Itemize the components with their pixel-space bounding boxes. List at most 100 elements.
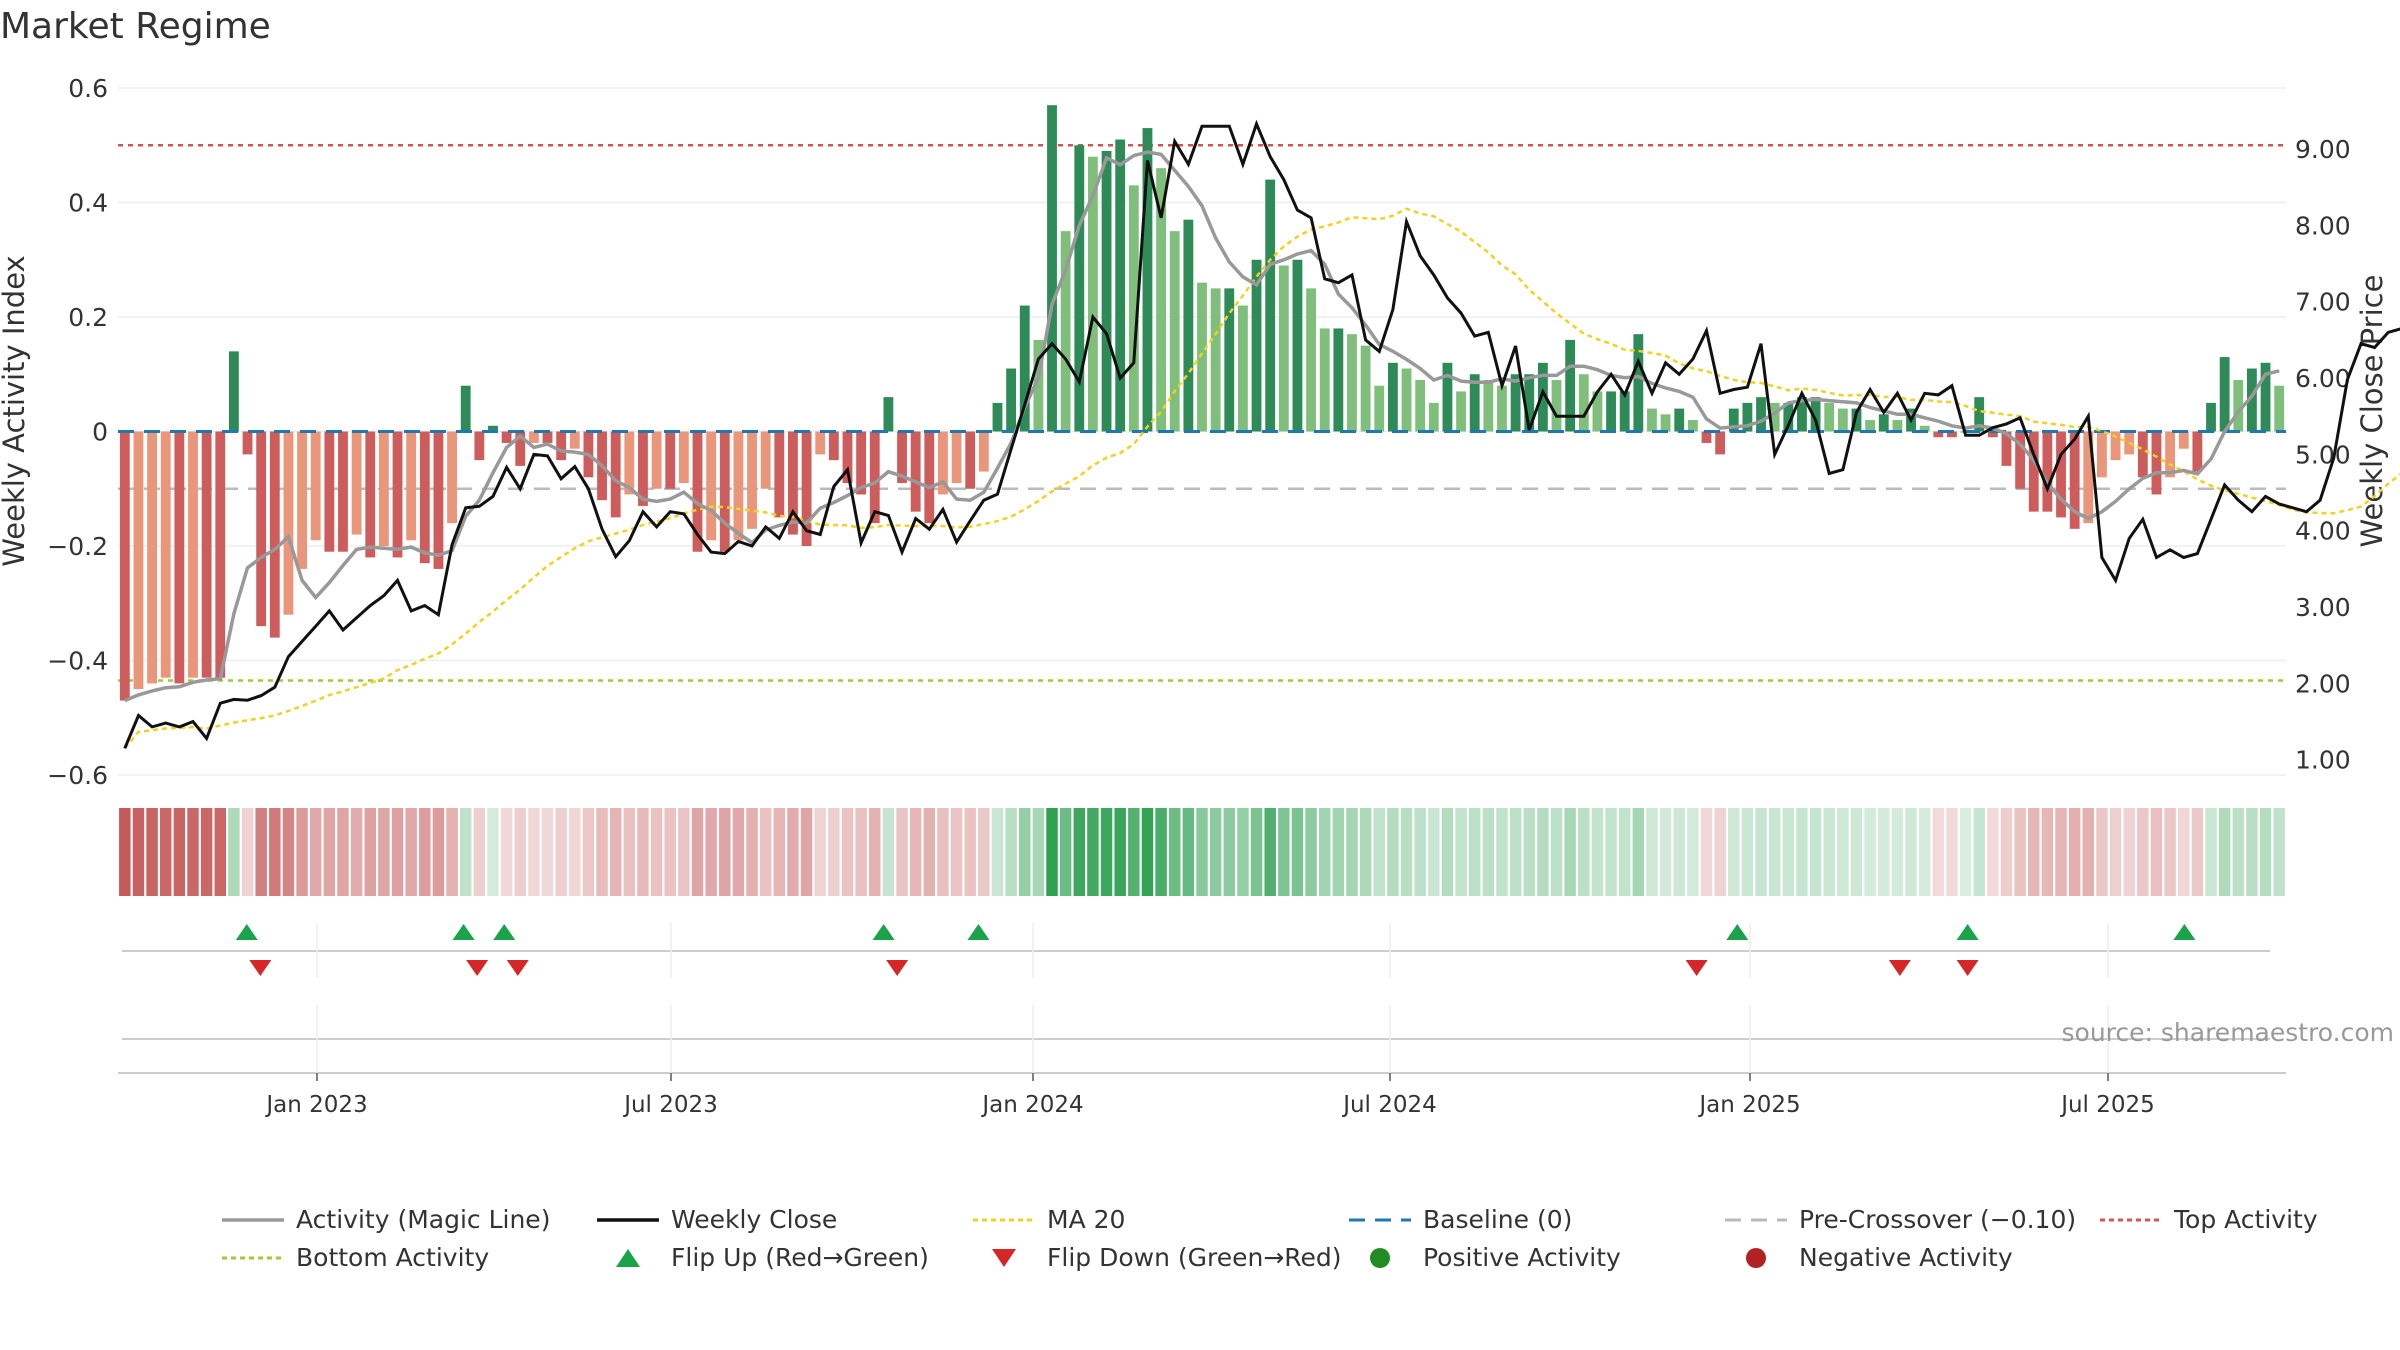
heat-strip-cell <box>705 808 717 896</box>
activity-bar <box>1987 431 1998 438</box>
activity-bar <box>1647 408 1657 432</box>
heat-strip-cell <box>569 808 581 896</box>
heat-strip-cell <box>950 808 963 896</box>
heat-strip-cell <box>487 808 499 896</box>
activity-bar <box>1306 288 1316 432</box>
activity-bar <box>1933 431 1944 438</box>
activity-bar <box>228 351 239 432</box>
activity-bar <box>1974 397 1985 432</box>
flip-up-marker <box>1726 924 1749 940</box>
activity-bar <box>1592 391 1603 432</box>
y-tick-label-right: 3.00 <box>2295 593 2351 622</box>
activity-bar <box>1101 150 1112 432</box>
flip-up-marker <box>967 924 990 940</box>
activity-bar <box>1837 408 1848 432</box>
activity-bar <box>1224 288 1235 432</box>
legend: Activity (Magic Line) Weekly Close MA 20… <box>0 1205 2400 1295</box>
heat-strip-cell <box>1768 808 1781 896</box>
legend-top-activity-line-icon <box>2100 1218 2162 1221</box>
activity-bar <box>774 431 785 518</box>
heat-strip-cell <box>1332 808 1345 896</box>
heat-strip-cell <box>2232 808 2245 896</box>
activity-bar <box>869 431 880 524</box>
heat-strip-cell <box>1700 808 1713 896</box>
activity-bar <box>1019 305 1030 432</box>
legend-label: Top Activity <box>2174 1205 2318 1234</box>
activity-bar <box>2137 431 2148 478</box>
heat-strip-cell <box>978 808 990 896</box>
heat-strip-cell <box>528 808 540 896</box>
heat-strip-cell <box>419 808 431 896</box>
legend-pre-crossover-line-icon <box>1725 1218 1787 1221</box>
heat-strip-cell <box>1237 808 1249 896</box>
activity-bar <box>1537 362 1548 432</box>
activity-bar <box>1619 391 1630 432</box>
legend-flip-up-icon <box>616 1248 640 1267</box>
activity-bar <box>842 431 853 484</box>
heat-strip-cell <box>1809 808 1822 896</box>
activity-bar <box>1210 288 1221 432</box>
y-tick-label-left: 0.4 <box>68 189 108 218</box>
heat-strip-cell <box>1250 808 1263 896</box>
heat-strip-cell <box>1714 808 1726 896</box>
activity-bar <box>706 431 717 541</box>
heat-strip-cell <box>1182 808 1195 896</box>
activity-bar <box>897 431 907 484</box>
heat-strip-cell <box>582 808 595 896</box>
activity-bar <box>297 431 307 569</box>
flip-down-marker <box>886 960 909 976</box>
y-tick-label-right: 9.00 <box>2295 135 2351 164</box>
legend-item-flip-up: Flip Up (Red→Green) <box>597 1243 929 1272</box>
legend-item-bottom: Bottom Activity <box>222 1243 489 1272</box>
activity-bar <box>1756 397 1766 432</box>
x-tick-label: Jan 2025 <box>1697 1092 1800 1118</box>
activity-bar <box>1551 379 1562 432</box>
heat-strip-cell <box>432 808 445 896</box>
activity-bar <box>1347 334 1357 432</box>
activity-bar <box>1360 345 1371 432</box>
heat-strip-cell <box>2055 808 2067 896</box>
activity-bar <box>419 431 430 564</box>
heat-strip-cell <box>1073 808 1086 896</box>
heat-strip-cell <box>1318 808 1331 896</box>
y-tick-label-right: 5.00 <box>2295 440 2351 469</box>
activity-bar <box>747 431 757 529</box>
activity-bar <box>760 431 771 489</box>
heat-strip-cell <box>1100 808 1113 896</box>
activity-bar <box>992 402 1003 432</box>
activity-bar <box>542 431 553 443</box>
activity-bar <box>1606 391 1616 432</box>
heat-strip-cell <box>1032 808 1045 896</box>
activity-bar <box>1701 431 1712 443</box>
heat-strip-cell <box>159 808 172 896</box>
y-tick-label-right: 7.00 <box>2295 288 2351 317</box>
x-tick-label: Jul 2023 <box>622 1092 718 1118</box>
heat-strip-cell <box>923 808 936 896</box>
heat-strip-cell <box>1114 808 1126 896</box>
heat-strip-cell <box>1482 808 1495 896</box>
legend-close-line-icon <box>597 1217 659 1222</box>
activity-bar <box>1278 265 1289 432</box>
flip-up-marker <box>235 924 258 940</box>
heat-strip-cell <box>1591 808 1604 896</box>
heat-strip-cell <box>746 808 758 896</box>
activity-bar <box>188 431 198 678</box>
activity-bar <box>1033 339 1044 432</box>
heat-strip-cell <box>2191 808 2204 896</box>
heat-strip-cell <box>1987 808 1999 896</box>
activity-bar <box>2015 431 2026 489</box>
activity-bar <box>2151 431 2162 495</box>
y-tick-label-left: 0 <box>92 418 108 447</box>
heat-strip-cell <box>814 808 826 896</box>
heat-strip-cell <box>146 808 158 896</box>
heat-strip-cell <box>391 808 404 896</box>
heat-strip-cell <box>1837 808 1849 896</box>
activity-bar <box>733 431 744 541</box>
activity-bar <box>1401 368 1412 432</box>
activity-bar <box>1169 231 1180 432</box>
y-tick-label-left: −0.4 <box>47 647 108 676</box>
heat-strip-cell <box>1373 808 1385 896</box>
heat-strip-cell <box>555 808 567 896</box>
